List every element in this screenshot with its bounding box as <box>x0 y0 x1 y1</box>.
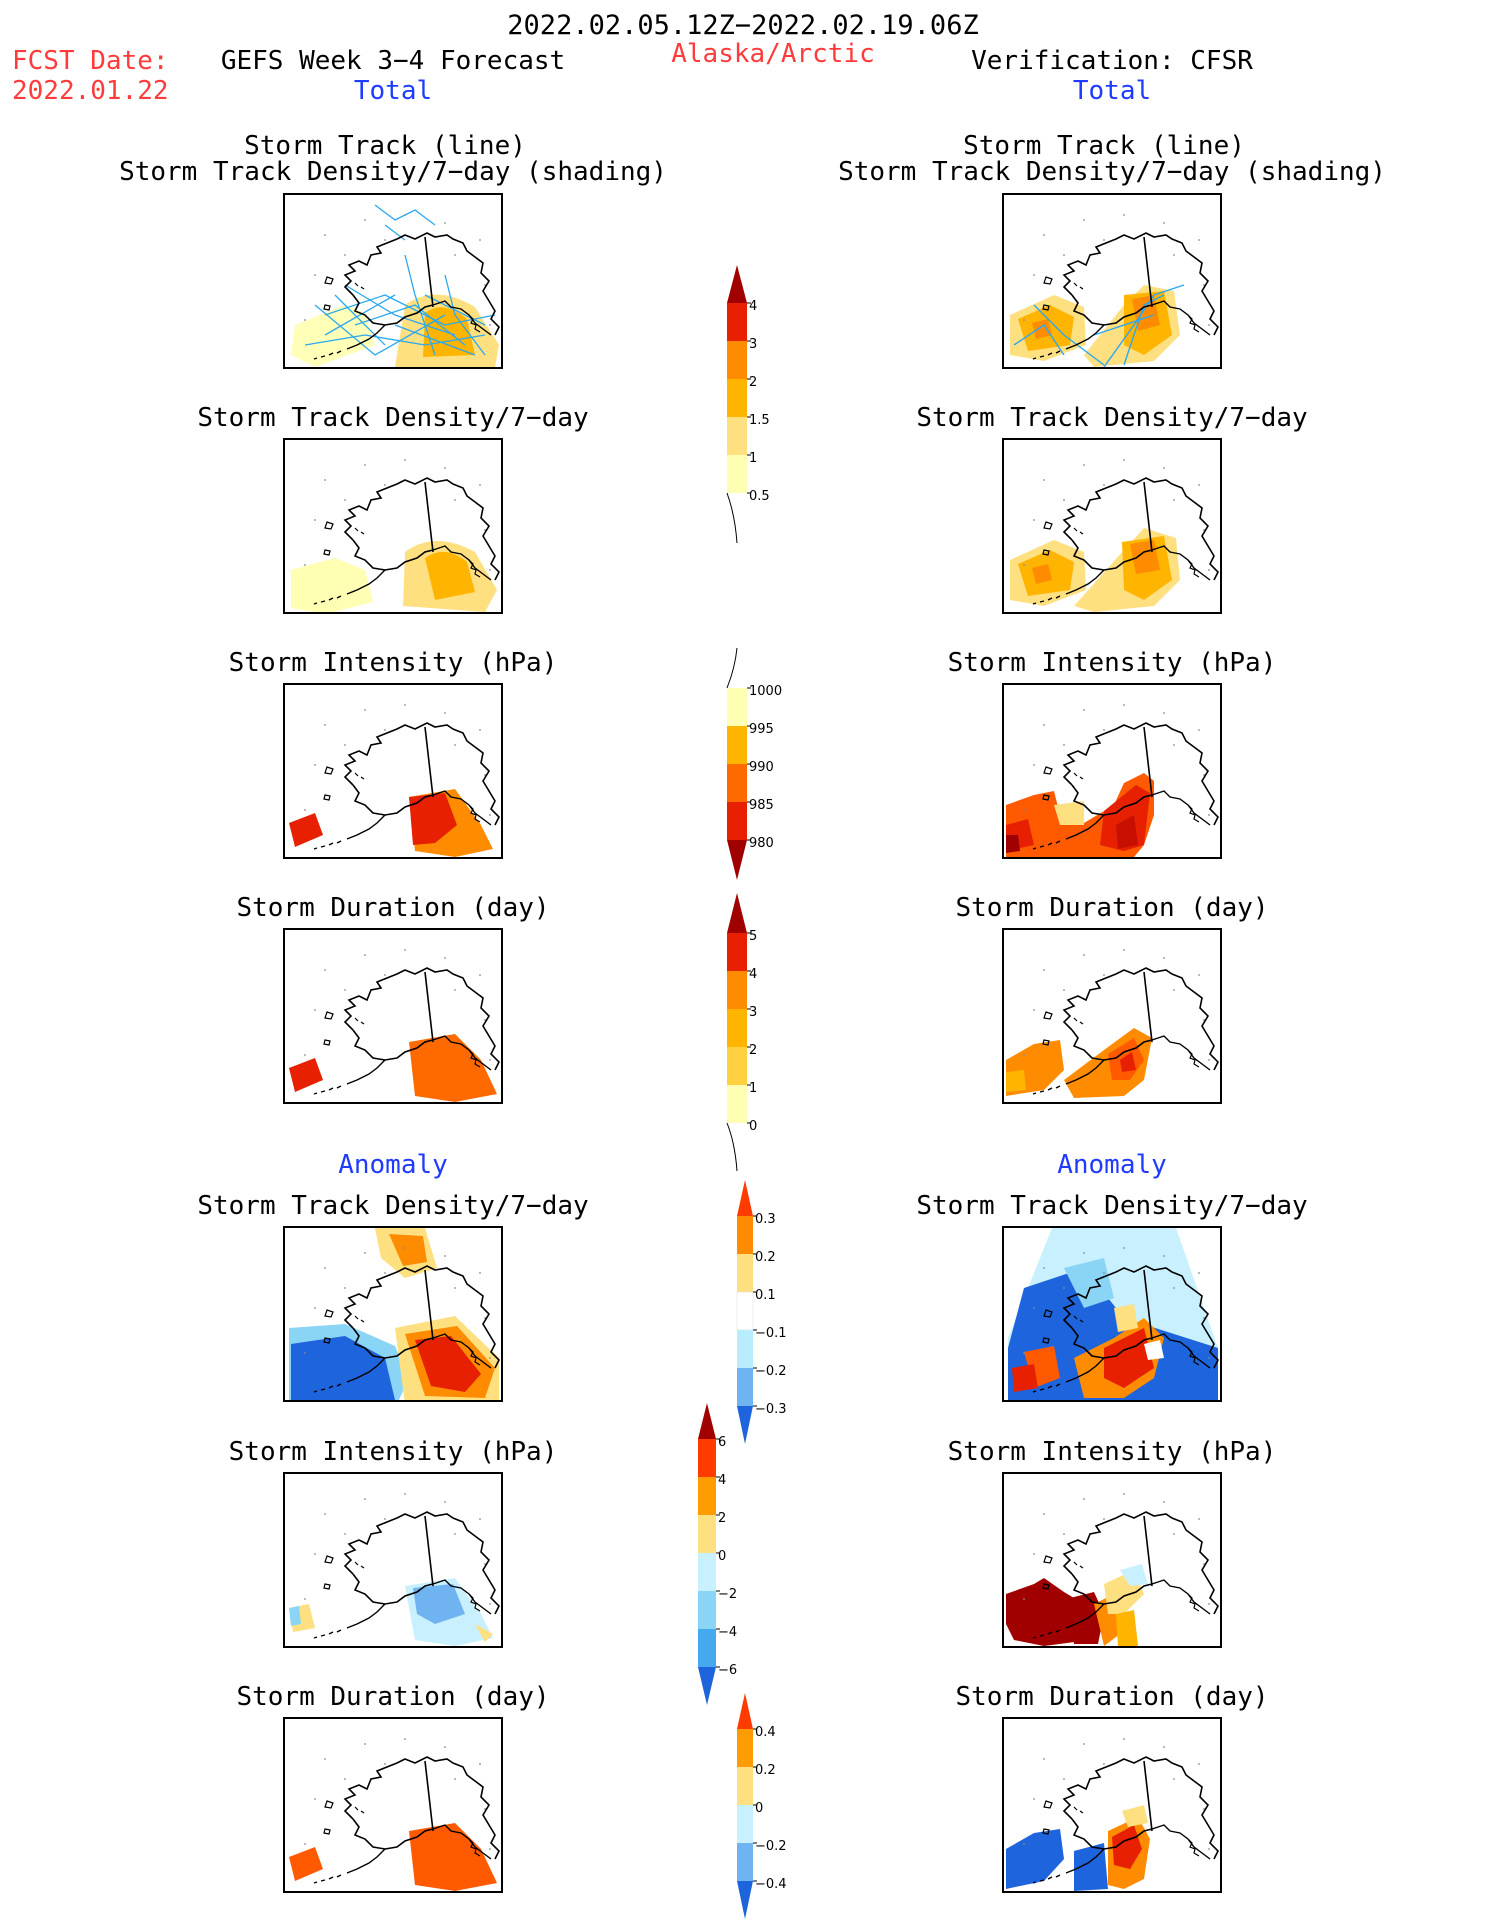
colorbar-intensity-anom: 6 4 2 0 −2 −4 −6 <box>698 1403 758 1717</box>
tick-label: 5 <box>749 929 757 944</box>
tick-label: 1000 <box>749 684 782 699</box>
region-title: Alaska/Arctic <box>671 39 875 69</box>
verification-title: Verification: CFSR <box>971 46 1253 76</box>
tick-label: 6 <box>718 1435 726 1450</box>
map-panel-duration-anom-left <box>283 1717 503 1893</box>
tick-label: −2 <box>718 1587 737 1602</box>
panel-title-duration-anom-left: Storm Duration (day) <box>236 1682 550 1712</box>
map-panel-density-anom-left <box>283 1226 503 1402</box>
map-panel-track-left <box>283 193 503 369</box>
panel-title-track-density-shading-left: Storm Track Density/7−day (shading) <box>119 157 667 187</box>
tick-label: 0.4 <box>755 1725 776 1740</box>
map-panel-duration-left <box>283 928 503 1104</box>
map-panel-intensity-left <box>283 683 503 859</box>
tick-label: −0.1 <box>755 1326 787 1341</box>
tick-label: 2 <box>718 1511 726 1526</box>
tick-label: 0 <box>749 1119 757 1134</box>
panel-title-duration-right: Storm Duration (day) <box>955 893 1269 923</box>
anomaly-label-right: Anomaly <box>1057 1150 1167 1180</box>
tick-label: 0.2 <box>755 1250 776 1265</box>
tick-label: 4 <box>749 299 757 314</box>
tick-label: 3 <box>749 1005 757 1020</box>
map-panel-density-anom-right <box>1002 1226 1222 1402</box>
colorbar-intensity-total: 1000 995 990 985 980 <box>726 647 787 892</box>
panel-title-intensity-right: Storm Intensity (hPa) <box>947 648 1277 678</box>
right-total-label: Total <box>1072 76 1152 106</box>
date-range-title: 2022.02.05.12Z−2022.02.19.06Z <box>507 10 979 41</box>
anomaly-label-left: Anomaly <box>338 1150 448 1180</box>
tick-label: −0.2 <box>755 1839 787 1854</box>
panel-title-intensity-left: Storm Intensity (hPa) <box>228 648 558 678</box>
map-panel-density-right <box>1002 438 1222 614</box>
tick-label: 4 <box>718 1473 726 1488</box>
left-total-label: Total <box>353 76 433 106</box>
tick-label: 0 <box>718 1549 726 1564</box>
panel-title-density-right: Storm Track Density/7−day <box>916 403 1308 433</box>
tick-label: 0.2 <box>755 1763 776 1778</box>
tick-label: −6 <box>718 1663 737 1678</box>
map-panel-density-left <box>283 438 503 614</box>
tick-label: −0.4 <box>755 1877 787 1892</box>
tick-label: 4 <box>749 967 757 982</box>
panel-title-duration-anom-right: Storm Duration (day) <box>955 1682 1269 1712</box>
tick-label: 990 <box>749 760 774 775</box>
tick-label: 0.3 <box>755 1212 776 1227</box>
tick-label: 995 <box>749 722 774 737</box>
forecast-model-title: GEFS Week 3−4 Forecast <box>220 46 566 76</box>
tick-label: 1 <box>749 1081 757 1096</box>
map-panel-duration-right <box>1002 928 1222 1104</box>
fcst-date-label: FCST Date: <box>12 46 169 76</box>
tick-label: −0.2 <box>755 1364 787 1379</box>
tick-label: 980 <box>749 836 774 851</box>
tick-label: 0.5 <box>749 489 770 504</box>
tick-label: 1.5 <box>749 413 770 428</box>
panel-title-density-left: Storm Track Density/7−day <box>197 403 589 433</box>
map-panel-intensity-right <box>1002 683 1222 859</box>
tick-label: 0.1 <box>755 1288 776 1303</box>
colorbar-density-total: 4 3 2 1.5 1 0.5 <box>726 265 787 549</box>
tick-label: 2 <box>749 1043 757 1058</box>
tick-label: 2 <box>749 375 757 390</box>
panel-title-density-anom-right: Storm Track Density/7−day <box>916 1191 1308 1221</box>
map-panel-intensity-anom-right <box>1002 1472 1222 1648</box>
panel-title-track-line-right: Storm Track (line) <box>963 131 1245 161</box>
panel-title-intensity-anom-left: Storm Intensity (hPa) <box>228 1437 558 1467</box>
panel-title-intensity-anom-right: Storm Intensity (hPa) <box>947 1437 1277 1467</box>
panel-title-track-line-left: Storm Track (line) <box>244 131 526 161</box>
map-panel-duration-anom-right <box>1002 1717 1222 1893</box>
map-panel-intensity-anom-left <box>283 1472 503 1648</box>
tick-label: 0 <box>755 1801 763 1816</box>
tick-label: −4 <box>718 1625 737 1640</box>
colorbar-density-anom: 0.3 0.2 0.1 −0.1 −0.2 −0.3 <box>736 1180 797 1464</box>
tick-label: 3 <box>749 337 757 352</box>
fcst-date-value: 2022.01.22 <box>12 76 169 106</box>
tick-label: 985 <box>749 798 774 813</box>
panel-title-track-density-shading-right: Storm Track Density/7−day (shading) <box>838 157 1386 187</box>
colorbar-duration-anom: 0.4 0.2 0 −0.2 −0.4 <box>737 1693 797 1927</box>
tick-label: −0.3 <box>755 1402 787 1417</box>
colorbar-duration-total: 5 4 3 2 1 0 <box>726 893 787 1177</box>
panel-title-density-anom-left: Storm Track Density/7−day <box>197 1191 589 1221</box>
panel-title-duration-left: Storm Duration (day) <box>236 893 550 923</box>
map-panel-track-right <box>1002 193 1222 369</box>
tick-label: 1 <box>749 451 757 466</box>
